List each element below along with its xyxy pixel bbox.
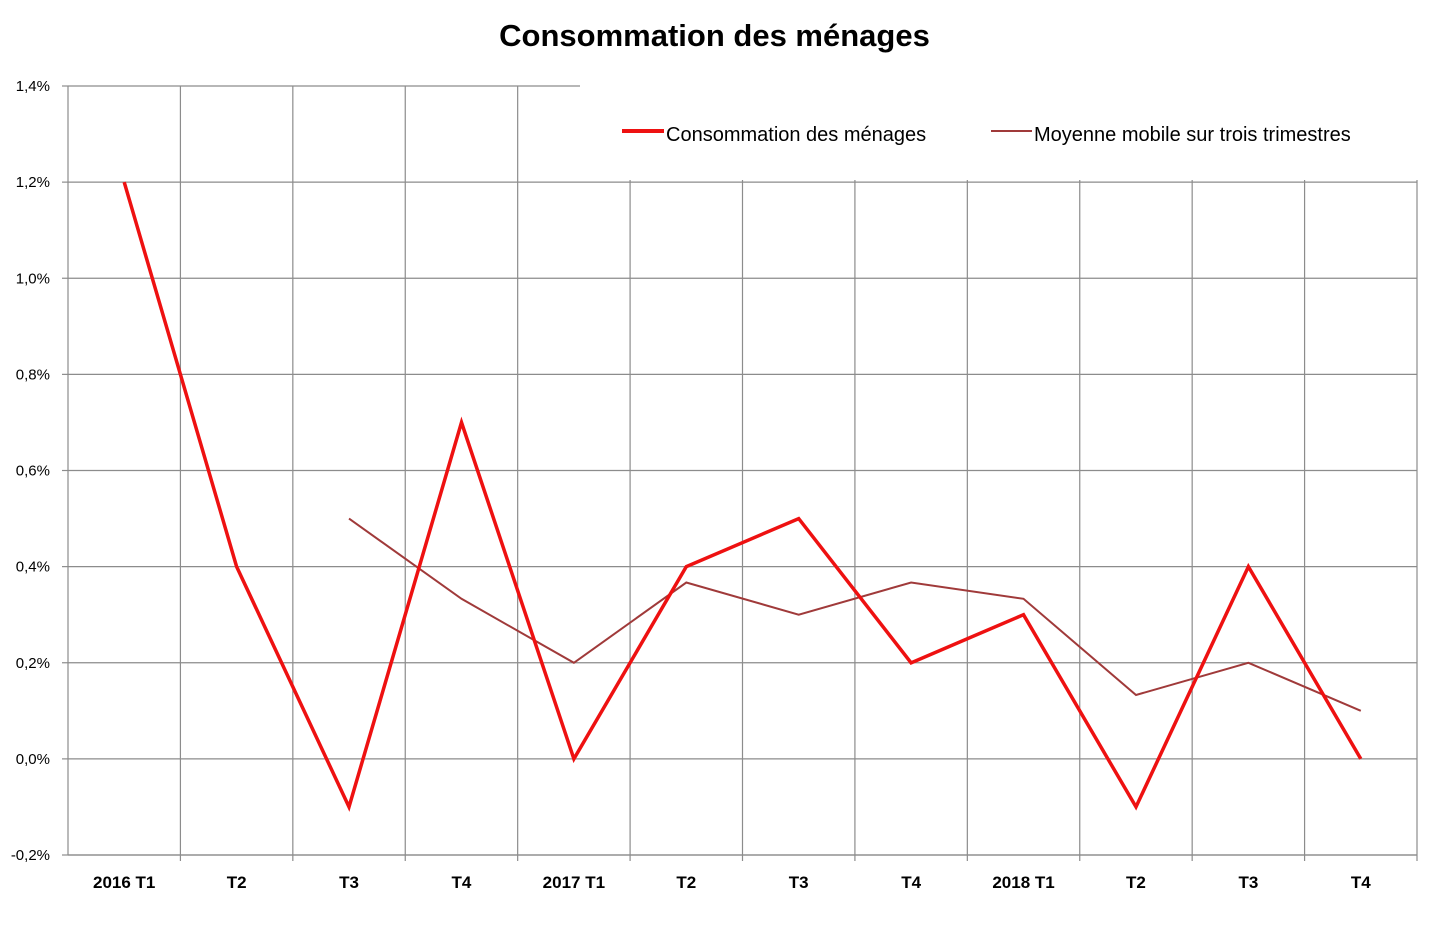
data-point-moyenne-mobile [347, 517, 351, 521]
x-tick-label: T3 [1238, 873, 1258, 892]
data-point-moyenne-mobile [797, 613, 801, 617]
legend-label-moyenne-mobile: Moyenne mobile sur trois trimestres [1034, 124, 1351, 146]
series-lines [122, 180, 1363, 812]
x-axis-tick-labels: 2016 T1 T2 T3 T4 2017 T1 T2 T3 T4 2018 T1 T2 T3 T4 [93, 873, 1371, 892]
data-point-moyenne-mobile [572, 661, 576, 665]
data-point-moyenne-mobile [1246, 661, 1250, 665]
x-tick-label: 2016 T1 [93, 873, 155, 892]
data-point-consommation [684, 565, 688, 569]
data-point-moyenne-mobile [1359, 709, 1363, 713]
data-point-moyenne-mobile [909, 580, 913, 584]
data-point-moyenne-mobile [1134, 693, 1138, 697]
x-tick-label: 2018 T1 [992, 873, 1054, 892]
y-tick-label: 1,0% [16, 270, 50, 287]
x-tick-label: T4 [452, 873, 472, 892]
chart-title: Consommation des ménages [499, 18, 930, 53]
data-point-consommation [797, 517, 801, 521]
axes [62, 85, 1417, 856]
y-tick-label: 0,6% [16, 463, 50, 480]
data-point-consommation [1359, 757, 1363, 761]
y-tick-label: 1,4% [16, 78, 50, 95]
data-point-consommation [1134, 805, 1138, 809]
data-point-consommation [122, 180, 126, 184]
data-point-consommation [235, 565, 239, 569]
data-point-moyenne-mobile [1022, 597, 1026, 601]
grid [68, 85, 1418, 861]
data-point-consommation [347, 805, 351, 809]
x-tick-label: T3 [339, 873, 359, 892]
y-tick-label: 0,2% [16, 655, 50, 672]
x-tick-label: T4 [901, 873, 921, 892]
data-point-consommation [572, 757, 576, 761]
y-tick-label: 0,8% [16, 366, 50, 383]
legend-label-consommation: Consommation des ménages [666, 124, 926, 146]
y-tick-label: -0,2% [11, 847, 50, 864]
data-point-consommation [1246, 565, 1250, 569]
legend-background [580, 60, 1418, 180]
data-point-consommation [459, 420, 463, 424]
series-line-consommation [122, 181, 1363, 812]
x-tick-label: T2 [676, 873, 696, 892]
y-axis-tick-labels: -0,2% 0,0% 0,2% 0,4% 0,6% 0,8% 1,0% 1,2% 1,4% [11, 78, 50, 864]
y-tick-label: 1,2% [16, 174, 50, 191]
data-point-moyenne-mobile [684, 580, 688, 584]
y-tick-label: 0,4% [16, 559, 50, 576]
legend: Consommation des ménages Moyenne mobile … [580, 60, 1418, 180]
x-tick-label: 2017 T1 [543, 873, 605, 892]
x-tick-label: T3 [789, 873, 809, 892]
data-point-consommation [909, 661, 913, 665]
data-point-moyenne-mobile [459, 597, 463, 601]
series-line-moyenne-mobile [348, 517, 1362, 712]
x-tick-label: T4 [1351, 873, 1371, 892]
data-point-consommation [1022, 613, 1026, 617]
x-tick-label: T2 [227, 873, 247, 892]
y-tick-label: 0,0% [16, 751, 50, 768]
x-tick-label: T2 [1126, 873, 1146, 892]
